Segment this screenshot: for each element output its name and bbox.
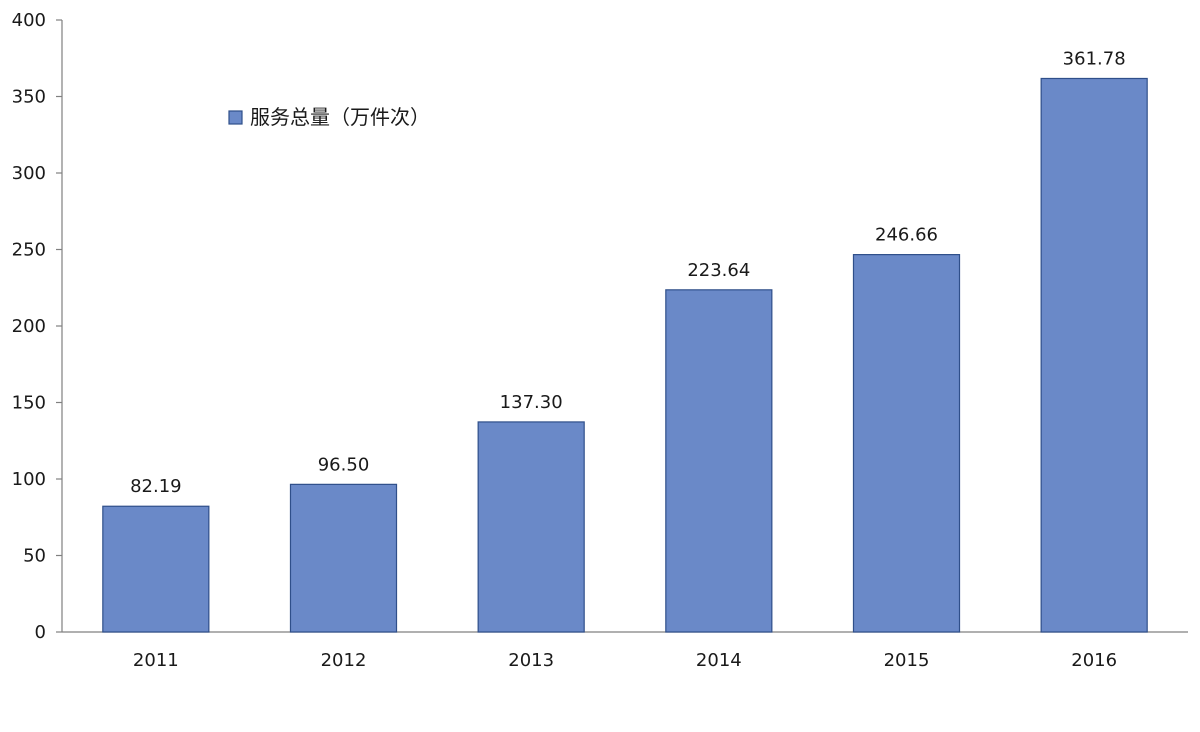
x-tick-label: 2014 (696, 650, 742, 671)
x-tick-label: 2016 (1071, 650, 1117, 671)
y-tick-label: 250 (12, 240, 46, 261)
legend-label: 服务总量（万件次） (250, 105, 430, 129)
y-axis: 0 50 100 150 200 250 300 350 400 (12, 10, 63, 643)
bar (1040, 77, 1148, 633)
bar (852, 254, 961, 633)
data-label: 96.50 (318, 454, 370, 475)
data-labels: 82.19 96.50 137.30 223.64 246.66 361.78 (130, 48, 1126, 497)
data-label: 137.30 (500, 392, 563, 413)
data-label: 223.64 (687, 260, 750, 281)
bars (102, 77, 1148, 633)
bar (289, 483, 398, 633)
y-tick-label: 0 (35, 622, 46, 643)
data-label: 82.19 (130, 476, 182, 497)
y-tick-label: 300 (12, 163, 46, 184)
x-tick-label: 2013 (508, 650, 554, 671)
bar (102, 505, 210, 633)
x-tick-label: 2012 (321, 650, 367, 671)
bar (665, 289, 773, 633)
x-axis: 2011 2012 2013 2014 2015 2016 (62, 631, 1188, 671)
bar (477, 421, 585, 633)
data-label: 246.66 (875, 225, 938, 246)
y-tick-label: 100 (12, 469, 46, 490)
legend: 服务总量（万件次） (228, 105, 430, 129)
x-tick-label: 2011 (133, 650, 179, 671)
y-tick-label: 350 (12, 87, 46, 108)
data-label: 361.78 (1063, 48, 1126, 69)
y-tick-label: 50 (23, 546, 46, 567)
y-tick-label: 200 (12, 316, 46, 337)
x-tick-label: 2015 (884, 650, 930, 671)
legend-swatch (228, 110, 243, 125)
y-tick-label: 400 (12, 10, 46, 31)
y-tick-label: 150 (12, 393, 46, 414)
